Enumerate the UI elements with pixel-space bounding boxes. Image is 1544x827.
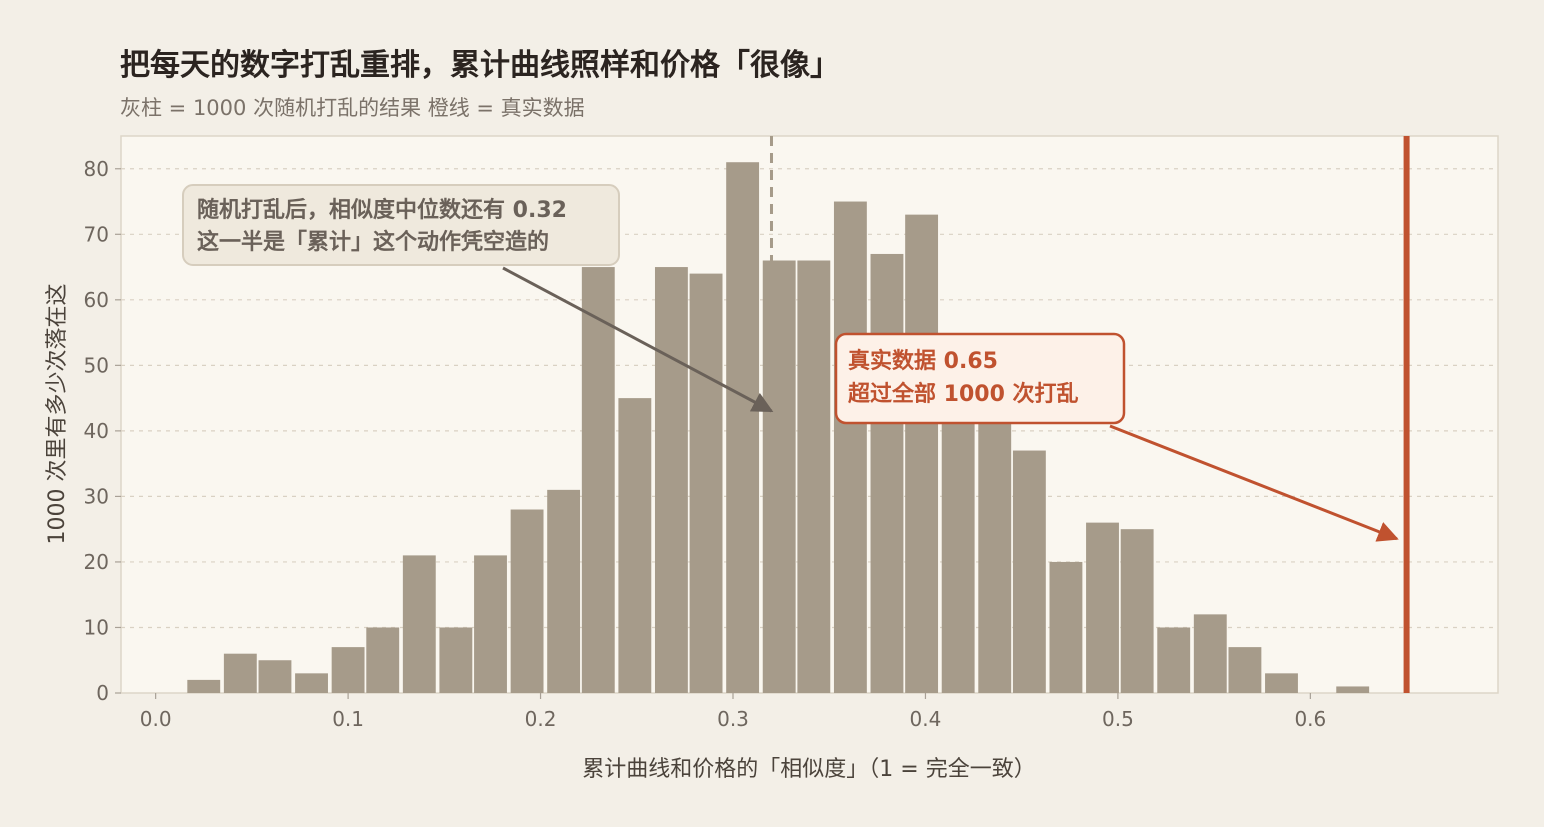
y-tick-label: 60: [84, 288, 109, 312]
x-tick-label: 0.2: [525, 707, 557, 731]
histogram-bar: [905, 214, 939, 693]
y-axis-label: 1000 次里有多少次落在这: [45, 284, 70, 545]
histogram-bar: [547, 489, 581, 693]
y-tick-label: 70: [84, 222, 109, 246]
histogram-bar: [941, 385, 975, 693]
histogram-bar: [258, 660, 292, 693]
y-tick-label: 40: [84, 419, 109, 443]
histogram-bar: [439, 627, 473, 693]
real-annotation-text: 真实数据 0.65: [848, 348, 998, 374]
histogram-bar: [689, 273, 723, 693]
y-tick-label: 30: [84, 484, 109, 508]
y-tick-label: 0: [96, 681, 109, 705]
real-annotation-text: 超过全部 1000 次打乱: [848, 381, 1079, 407]
x-tick-label: 0.5: [1102, 707, 1134, 731]
x-tick-label: 0.0: [140, 707, 172, 731]
median-annotation-text: 这一半是「累计」这个动作凭空造的: [197, 229, 549, 255]
histogram-bar: [1193, 614, 1227, 693]
histogram-bar: [618, 398, 652, 693]
y-tick-label: 50: [84, 353, 109, 377]
histogram-bar: [726, 162, 760, 693]
real-annotation-box: [834, 332, 1126, 425]
histogram-bar: [1265, 673, 1298, 693]
x-tick-label: 0.1: [332, 707, 364, 731]
histogram-bar: [1049, 561, 1083, 693]
histogram-bar: [1336, 686, 1370, 693]
histogram-bar: [402, 555, 436, 693]
histogram-bar: [1157, 627, 1191, 693]
histogram-bar: [1086, 522, 1119, 693]
y-tick-label: 80: [84, 157, 109, 181]
x-tick-label: 0.3: [717, 707, 749, 731]
histogram-bar: [581, 267, 615, 693]
histogram-bar: [870, 253, 904, 693]
real-annotation-arrow: [1109, 424, 1399, 542]
histogram-bar: [187, 679, 221, 693]
histogram-bar: [1228, 647, 1262, 693]
histogram-bar: [978, 404, 1012, 693]
histogram-bar: [1012, 450, 1046, 693]
x-axis-label: 累计曲线和价格的「相似度」（1 = 完全一致）: [582, 757, 1035, 782]
y-tick-label: 20: [84, 550, 109, 574]
histogram-bar: [366, 627, 400, 693]
histogram-bar: [510, 509, 544, 693]
histogram-bar: [797, 260, 831, 693]
histogram-bar: [295, 673, 328, 693]
median-annotation-arrow: [502, 266, 774, 413]
median-annotation-box: [182, 184, 620, 266]
histogram-bar: [223, 653, 257, 693]
histogram-bar: [833, 201, 867, 693]
histogram-bar: [1120, 529, 1154, 693]
histogram-bar: [762, 260, 796, 693]
x-tick-label: 0.6: [1294, 707, 1326, 731]
median-annotation-text: 随机打乱后，相似度中位数还有 0.32: [197, 197, 567, 223]
y-tick-label: 10: [84, 615, 109, 639]
histogram-bar: [474, 555, 507, 693]
chart-title: 把每天的数字打乱重排，累计曲线照样和价格「很像」: [120, 48, 840, 83]
x-tick-label: 0.4: [910, 707, 942, 731]
histogram-bar: [654, 267, 688, 693]
chart-subtitle: 灰柱 = 1000 次随机打乱的结果 橙线 = 真实数据: [120, 96, 585, 120]
histogram-bar: [331, 647, 365, 693]
